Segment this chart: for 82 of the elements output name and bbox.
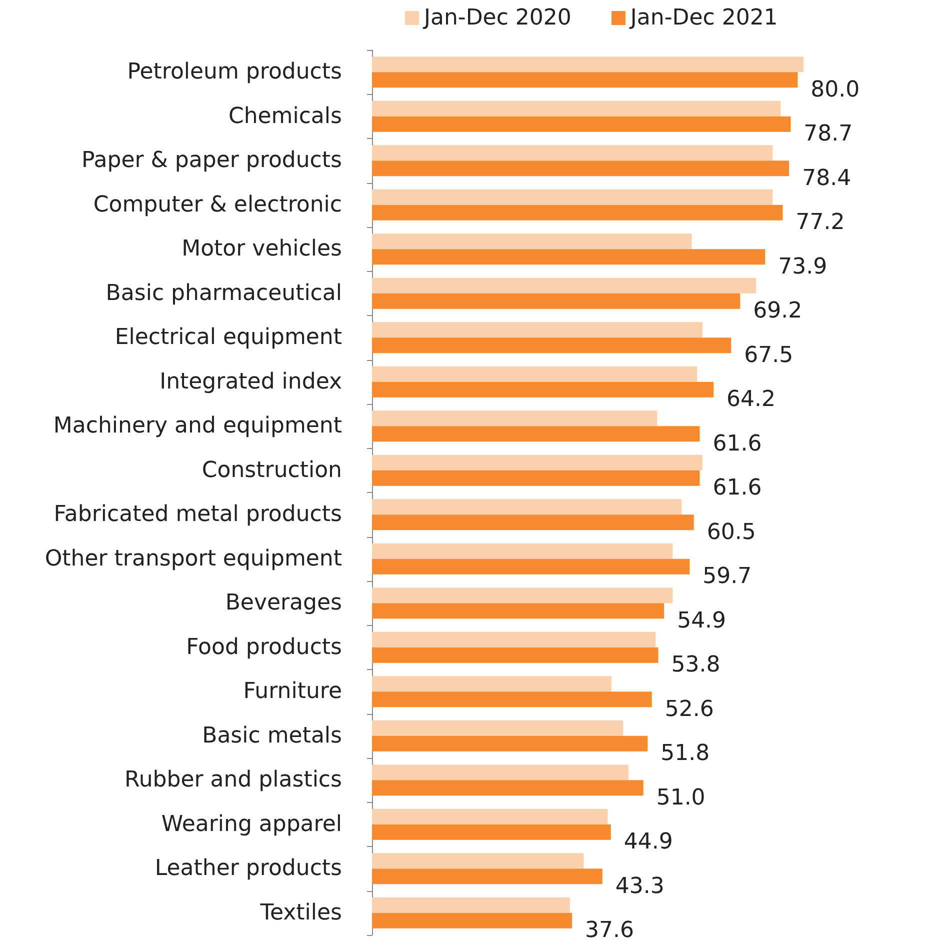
bar: [372, 338, 732, 354]
bar: [372, 720, 624, 736]
y-tick-label: Basic pharmaceutical: [106, 280, 342, 306]
bar: [372, 499, 682, 515]
y-tick-label: Furniture: [243, 679, 342, 704]
legend-label: Jan-Dec 2020: [422, 6, 572, 30]
bar: [372, 160, 790, 176]
y-tick-label: Integrated index: [160, 369, 342, 394]
data-label: 80.0: [810, 77, 860, 102]
bar: [372, 410, 658, 426]
y-tick-label: Basic metals: [202, 723, 342, 748]
bar: [372, 145, 773, 161]
bar: [372, 897, 570, 913]
bar: [372, 558, 690, 574]
y-tick-label: Beverages: [225, 590, 342, 616]
bar: [372, 588, 673, 604]
data-label: 43.3: [615, 874, 664, 899]
data-label: 69.2: [753, 298, 802, 324]
data-label: 64.2: [726, 387, 776, 412]
y-tick-label: Construction: [202, 458, 342, 483]
bar: [372, 824, 611, 840]
bar: [372, 543, 673, 559]
bar: [372, 470, 700, 486]
y-tick-label: Motor vehicles: [182, 236, 342, 262]
bar: [372, 322, 702, 338]
data-label: 61.6: [712, 476, 762, 501]
data-label: 51.8: [660, 741, 710, 766]
bar: [372, 426, 700, 442]
y-tick-label: Fabricated metal products: [54, 502, 342, 528]
data-label: 67.5: [744, 342, 794, 368]
y-tick-label: Other transport equipment: [44, 546, 342, 572]
bar: [372, 116, 791, 132]
bar: [372, 514, 694, 530]
data-label: 53.8: [671, 652, 720, 678]
bar: [372, 234, 692, 250]
bar: [372, 912, 572, 928]
bar: [372, 72, 798, 88]
bar: [372, 204, 783, 220]
y-tick-label: Leather products: [154, 856, 342, 882]
data-label: 54.9: [677, 608, 726, 634]
data-label: 44.9: [624, 830, 673, 855]
y-tick-label: Computer & electronic: [93, 192, 342, 218]
bar: [372, 764, 628, 780]
bar: [372, 647, 658, 663]
bar: [372, 278, 756, 294]
data-label: 52.6: [664, 696, 714, 722]
bar: [372, 100, 781, 116]
y-tick-label: Petroleum products: [127, 60, 342, 85]
bar: [372, 56, 804, 72]
y-tick-label: Wearing apparel: [161, 812, 342, 837]
bar: [372, 853, 584, 869]
data-label: 51.0: [656, 785, 706, 810]
y-tick-label: Food products: [186, 634, 342, 660]
data-label: 61.6: [712, 431, 762, 456]
bar: [372, 293, 740, 309]
bar: [372, 780, 644, 796]
bar: [372, 382, 714, 398]
bar: [372, 676, 612, 692]
bar: [372, 249, 766, 265]
bar: [372, 603, 664, 619]
y-tick-label: Paper & paper products: [81, 148, 342, 174]
y-tick-label: Machinery and equipment: [53, 414, 342, 439]
y-tick-label: Rubber and plastics: [124, 768, 342, 793]
y-tick-label: Textiles: [259, 900, 342, 926]
bar: [372, 632, 656, 648]
legend-label: Jan-Dec 2021: [628, 6, 778, 30]
bar: [372, 868, 602, 884]
bar: [372, 454, 702, 470]
data-label: 37.6: [585, 918, 634, 944]
data-label: 77.2: [796, 210, 845, 236]
bar: [372, 189, 773, 205]
bar: [372, 366, 698, 382]
bar: [372, 808, 608, 824]
y-tick-label: Chemicals: [228, 104, 342, 129]
y-tick-label: Electrical equipment: [114, 325, 342, 350]
data-label: 78.7: [804, 122, 853, 147]
data-label: 73.9: [778, 254, 828, 280]
data-label: 78.4: [802, 166, 852, 191]
data-label: 60.5: [706, 520, 756, 545]
bar: [372, 736, 648, 752]
bar: [372, 692, 652, 708]
data-label: 59.7: [702, 564, 752, 590]
